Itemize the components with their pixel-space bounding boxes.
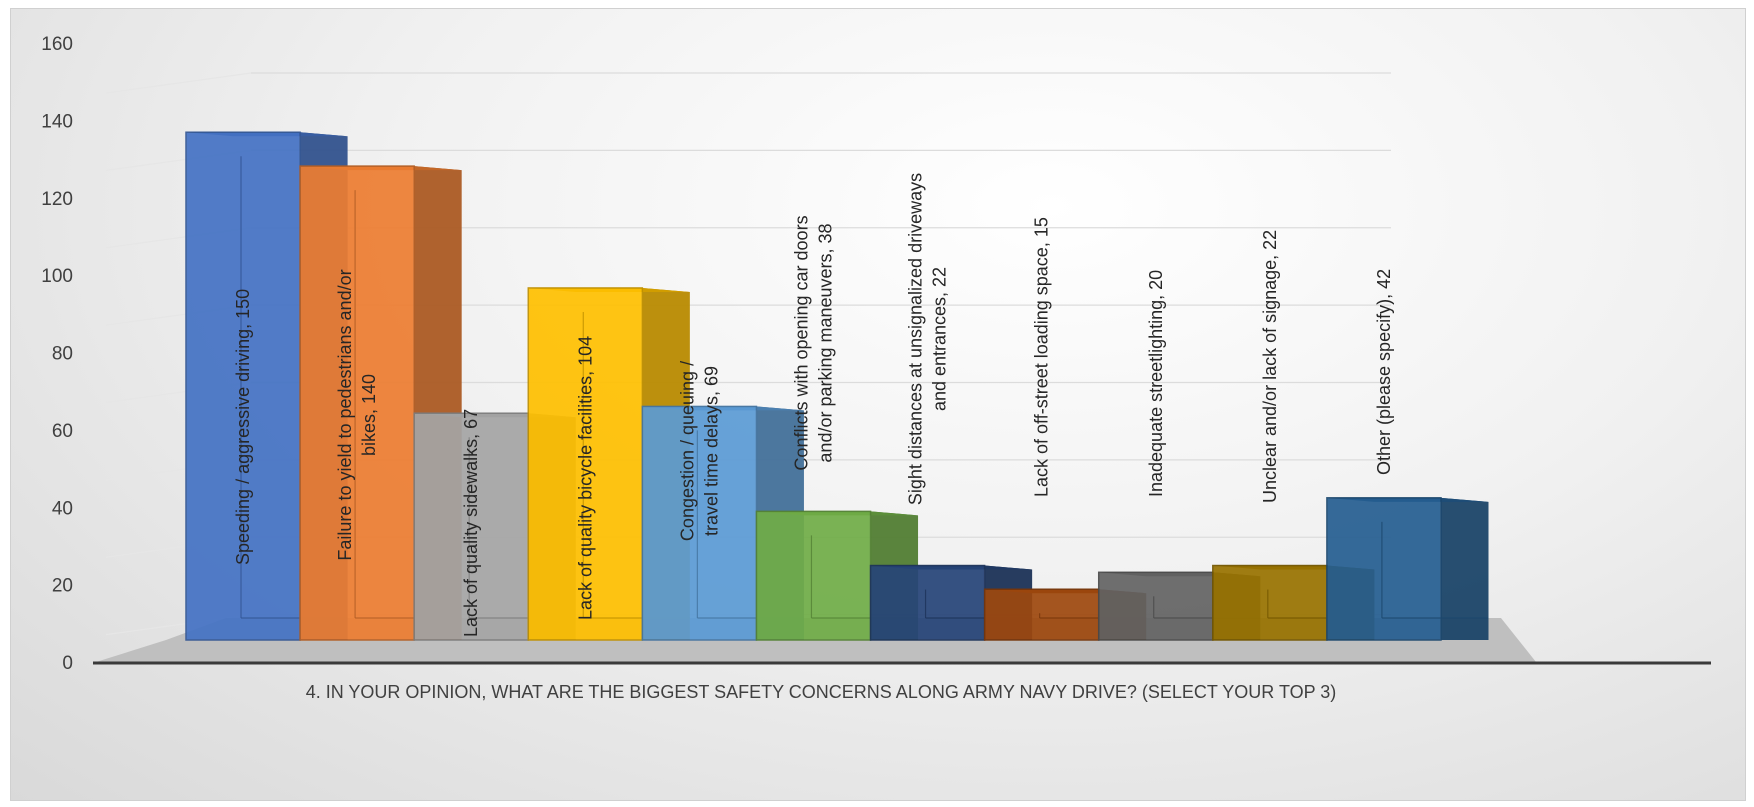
data-label: Lack of quality bicycle facilities, 104 xyxy=(575,336,595,620)
y-axis-ticks: 0 20 40 60 80 100 120 140 160 xyxy=(41,34,73,674)
bar-chart: 0 20 40 60 80 100 120 140 160 Speeding / aggress… xyxy=(41,34,1711,702)
y-tick-label: 0 xyxy=(62,653,73,674)
data-label-line: Inadequate streetlighting, 20 xyxy=(1146,270,1166,497)
bar-front xyxy=(1212,564,1328,641)
data-label: Other (please specify), 42 xyxy=(1374,269,1394,475)
data-label: Failure to yield to pedestrians and/or bi… xyxy=(335,269,379,560)
data-label-line: Other (please specify), 42 xyxy=(1374,269,1394,475)
data-label: Sight distances at unsignalized driveway… xyxy=(906,173,950,505)
data-label-line: bikes, 140 xyxy=(359,374,379,456)
data-label: Speeding / aggressive driving, 150 xyxy=(233,289,253,565)
bar-front xyxy=(527,287,644,641)
data-label-line: Congestion / queuing / xyxy=(677,361,697,541)
data-label-line: Sight distances at unsignalized driveway… xyxy=(906,173,926,505)
data-label: Unclear and/or lack of signage, 22 xyxy=(1260,230,1280,503)
gridline-side xyxy=(105,72,252,94)
data-label-line: and entrances, 22 xyxy=(930,267,950,411)
data-label-line: Lack of quality sidewalks, 67 xyxy=(461,409,481,637)
bars xyxy=(185,131,1489,641)
y-tick-label: 60 xyxy=(52,421,73,442)
data-label-line: Failure to yield to pedestrians and/or xyxy=(335,269,355,560)
data-label: Conflicts with opening car doors and/or p… xyxy=(792,215,836,470)
bar-front xyxy=(299,165,415,641)
data-labels: Speeding / aggressive driving, 150 Failur… xyxy=(233,173,1394,637)
data-label: Inadequate streetlighting, 20 xyxy=(1146,270,1166,497)
data-label: Lack of quality sidewalks, 67 xyxy=(461,409,481,637)
bar-side xyxy=(1441,497,1489,640)
bar xyxy=(1326,497,1489,641)
data-label-line: Speeding / aggressive driving, 150 xyxy=(233,289,253,565)
y-tick-label: 20 xyxy=(52,576,73,597)
x-axis-title: 4. IN YOUR OPINION, WHAT ARE THE BIGGEST… xyxy=(306,682,1337,702)
bar-front xyxy=(755,510,872,641)
y-tick-label: 120 xyxy=(41,189,73,210)
data-label: Congestion / queuing / travel time delays… xyxy=(677,361,721,541)
data-label-line: Lack of off-street loading space, 15 xyxy=(1032,217,1052,497)
data-label-line: and/or parking maneuvers, 38 xyxy=(816,223,836,462)
bar-front xyxy=(1326,497,1442,641)
bar-front xyxy=(1097,571,1214,641)
bar-front xyxy=(983,588,1100,641)
y-tick-label: 40 xyxy=(52,498,73,519)
bar-front xyxy=(185,131,301,641)
y-tick-label: 100 xyxy=(41,266,73,287)
y-tick-label: 160 xyxy=(41,34,73,55)
chart-area: 0 20 40 60 80 100 120 140 160 Speeding / aggress… xyxy=(10,8,1746,801)
data-label-line: Lack of quality bicycle facilities, 104 xyxy=(575,336,595,620)
bar-front xyxy=(641,405,758,641)
data-label-line: Conflicts with opening car doors xyxy=(792,215,812,470)
y-tick-label: 140 xyxy=(41,111,73,132)
bar-front xyxy=(869,564,986,641)
data-label: Lack of off-street loading space, 15 xyxy=(1032,217,1052,497)
data-label-line: Unclear and/or lack of signage, 22 xyxy=(1260,230,1280,503)
data-label-line: travel time delays, 69 xyxy=(701,366,721,536)
y-tick-label: 80 xyxy=(52,344,73,365)
